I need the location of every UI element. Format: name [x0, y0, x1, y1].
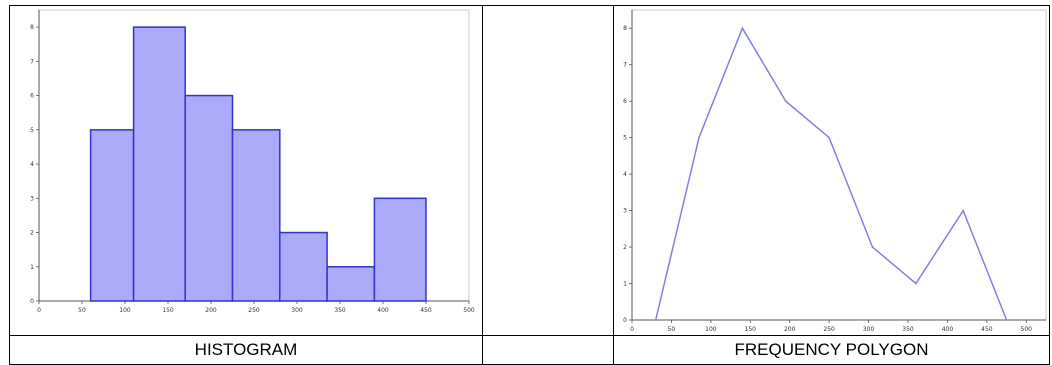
- hist-y-tick-label: 3: [30, 195, 34, 202]
- hist-y-tick-label: 6: [30, 93, 34, 100]
- frequency-polygon-point: [741, 27, 744, 30]
- frequency-polygon-point: [654, 319, 657, 321]
- hist-x-tick-label: 100: [119, 307, 131, 314]
- histogram-bar: [279, 231, 328, 302]
- hist-x-tick-label: 200: [205, 307, 217, 314]
- histogram-chart: 0 50 100 150 200 250 300 350 400 450 500 0 1 2 3 4 5 6 7 8: [30, 9, 475, 314]
- poly-y-tick-label: 2: [623, 244, 627, 251]
- poly-x-tick-label: 250: [823, 326, 835, 333]
- poly-y-tick-label: 6: [623, 98, 627, 105]
- poly-y-tick-label: 4: [623, 171, 627, 178]
- frequency-polygon-point: [784, 100, 787, 102]
- poly-x-tick-label: 450: [981, 326, 993, 333]
- poly-plot-frame: [631, 9, 1047, 321]
- blank-caption-cell: [482, 335, 614, 365]
- poly-y-tick-label: 5: [623, 135, 627, 142]
- hist-x-tick-label: 150: [162, 307, 174, 314]
- poly-y-tick-label: 3: [623, 208, 627, 215]
- hist-y-tick-label: 4: [30, 161, 34, 168]
- poly-x-tick-label: 300: [863, 326, 875, 333]
- blank-cell: [482, 5, 614, 336]
- histogram-bar: [132, 26, 186, 302]
- frequency-polygon-point: [962, 209, 964, 212]
- poly-x-tick-label: 350: [902, 326, 914, 333]
- frequency-polygon-point: [915, 282, 917, 285]
- hist-x-tick-label: 450: [420, 307, 432, 314]
- polygon-cell: 0 50 100 150 200 250 300 350 400 450 500 0 1 2 3 4 5 6 7 8: [613, 5, 1050, 336]
- layout-table: 0 50 100 150 200 250 300 350 400 450 500 0 1 2 3 4 5 6 7 8 …: [9, 5, 1050, 365]
- frequency-polygon-line: [654, 26, 1008, 321]
- hist-y-tick-label: 8: [30, 24, 34, 31]
- histogram-bar: [373, 197, 427, 302]
- hist-y-tick-label: 5: [30, 127, 34, 134]
- hist-x-tick-label: 0: [37, 307, 41, 314]
- poly-x-tick-label: 200: [784, 326, 796, 333]
- hist-x-tick-label: 350: [334, 307, 346, 314]
- poly-x-tick-label: 100: [705, 326, 717, 333]
- polygon-caption: FREQUENCY POLYGON: [613, 335, 1050, 365]
- hist-y-tick-label: 2: [30, 230, 34, 237]
- hist-x-tick-label: 400: [377, 307, 389, 314]
- frequency-polygon-point: [698, 136, 700, 139]
- hist-y-tick-label: 1: [30, 264, 34, 271]
- hist-x-tick-label: 300: [291, 307, 303, 314]
- hist-x-tick-label: 500: [463, 307, 475, 314]
- histogram-bar: [326, 266, 376, 302]
- hist-x-tick-label: 50: [78, 307, 86, 314]
- histogram-bar: [89, 129, 135, 302]
- poly-y-tick-label: 7: [623, 62, 627, 69]
- frequency-polygon-point: [871, 246, 874, 248]
- frequency-polygon-point: [1005, 319, 1008, 321]
- hist-y-tick-label: 0: [30, 298, 34, 305]
- histogram-cell: 0 50 100 150 200 250 300 350 400 450 500 0 1 2 3 4 5 6 7 8: [9, 5, 483, 336]
- hist-x-tick-label: 250: [248, 307, 260, 314]
- histogram-bar: [231, 129, 281, 302]
- poly-y-tick-label: 8: [623, 25, 627, 32]
- poly-x-tick-label: 50: [668, 326, 676, 333]
- hist-y-tick-label: 7: [30, 58, 34, 65]
- poly-x-tick-label: 500: [1021, 326, 1033, 333]
- poly-y-tick-label: 0: [623, 317, 627, 324]
- poly-x-tick-label: 0: [630, 326, 634, 333]
- frequency-polygon-point: [828, 136, 830, 139]
- poly-x-tick-label: 150: [745, 326, 757, 333]
- frequency-polygon-chart: 0 50 100 150 200 250 300 350 400 450 500 0 1 2 3 4 5 6 7 8: [623, 9, 1047, 333]
- histogram-caption: HISTOGRAM: [9, 335, 483, 365]
- poly-y-tick-label: 1: [623, 281, 627, 288]
- poly-x-tick-label: 400: [942, 326, 954, 333]
- histogram-bar: [184, 94, 234, 302]
